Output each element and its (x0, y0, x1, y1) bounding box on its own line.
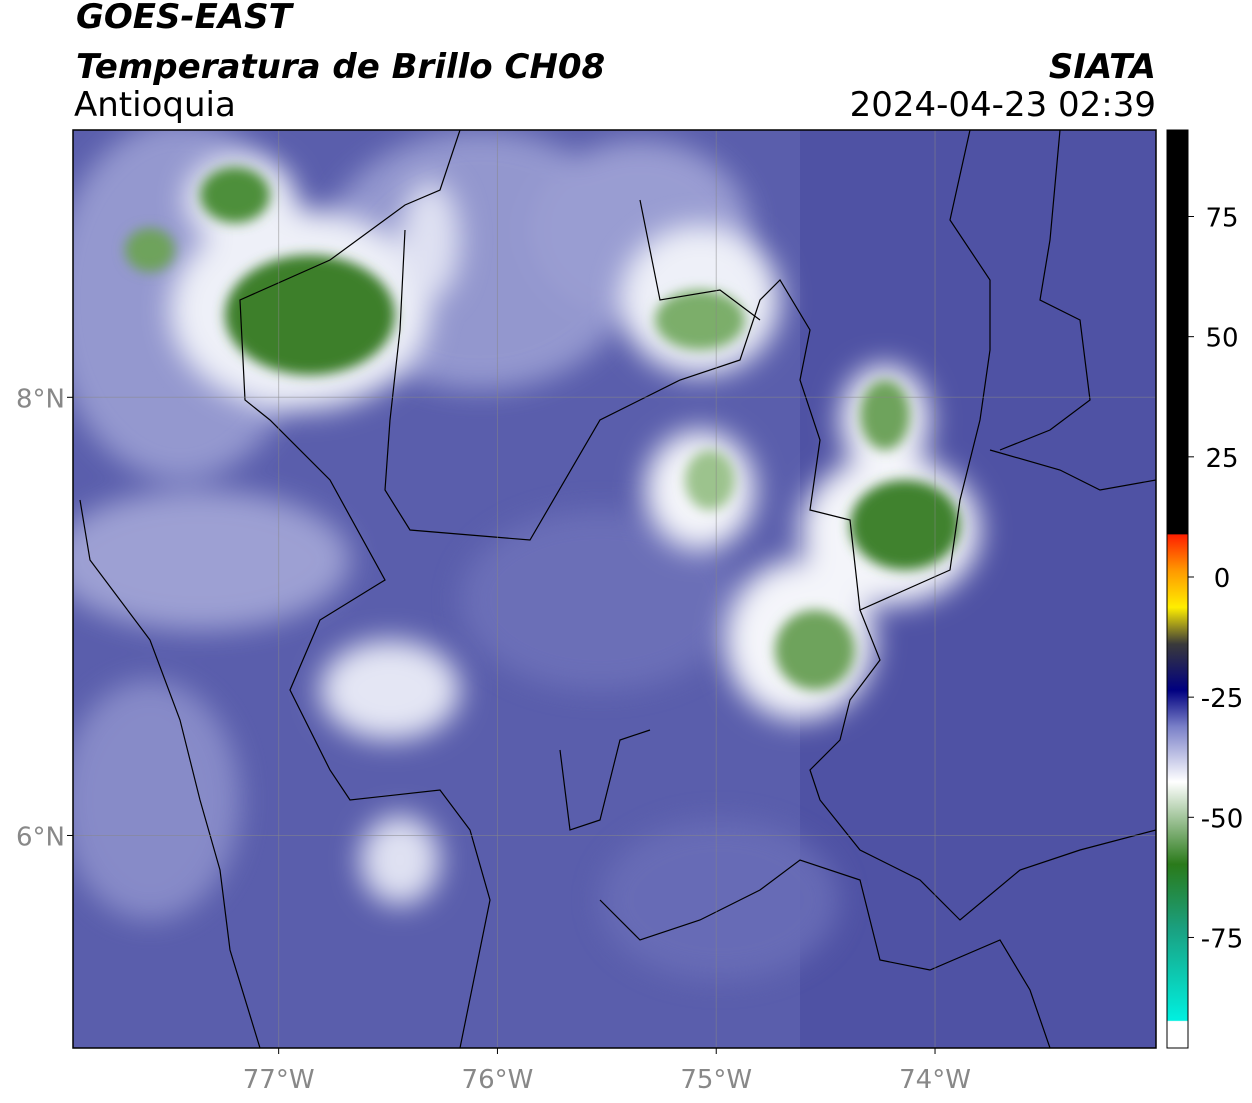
colorbar-tick-label: 25 (1205, 444, 1238, 474)
satellite-image (73, 130, 1156, 1048)
x-tick-label: 77°W (243, 1065, 315, 1095)
subtitle: Temperatura de Brillo CH08 (76, 47, 605, 87)
source: SIATA (1049, 47, 1156, 87)
colorbar-tick-label: 75 (1205, 204, 1238, 234)
x-tick-label: 76°W (462, 1065, 534, 1095)
boundaries (79, 130, 1156, 1048)
y-tick-label: 8°N (16, 384, 65, 414)
colorbar-tick-label: -75 (1201, 924, 1243, 954)
map-frame (72, 129, 1157, 1049)
colorbar-tick-label: -25 (1201, 684, 1243, 714)
colorbar-tick-label: 0 (1214, 564, 1231, 594)
y-tick-label: 6°N (16, 822, 65, 852)
colorbar-tick-label: 50 (1205, 324, 1238, 354)
region: Antioquia (74, 85, 236, 125)
x-tick-label: 75°W (680, 1065, 752, 1095)
title: GOES-EAST (76, 0, 295, 37)
colorbar-tick-label: -50 (1201, 804, 1243, 834)
datetime: 2024-04-23 02:39 (850, 85, 1156, 125)
colorbar (1166, 129, 1189, 1049)
x-tick-label: 74°W (899, 1065, 971, 1095)
